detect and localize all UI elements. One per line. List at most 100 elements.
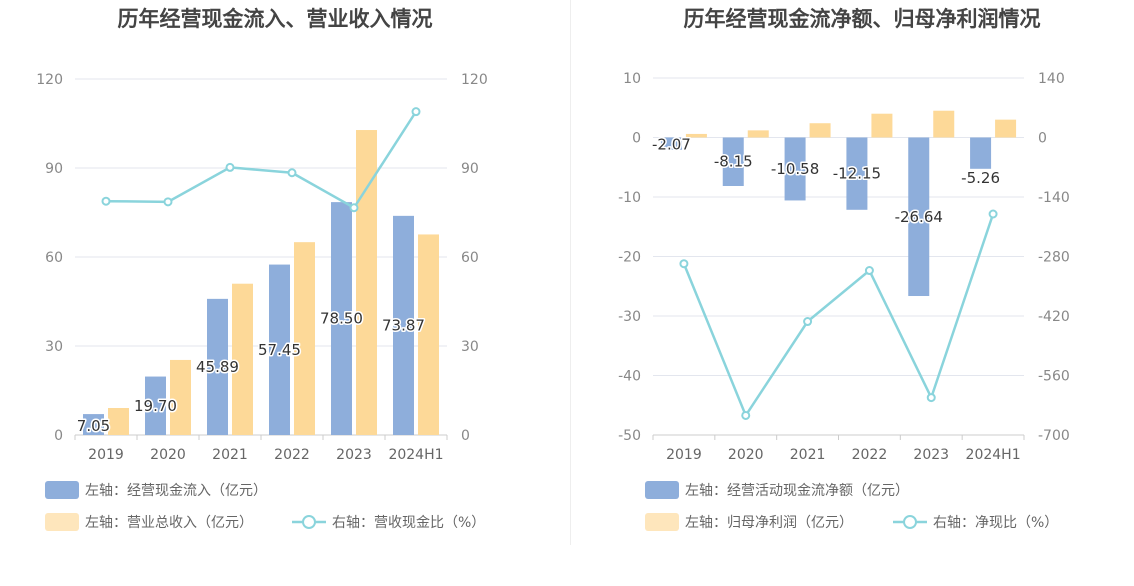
y-right-tick-label: -700 xyxy=(1038,428,1070,444)
legend-label: 右轴：营收现金比（%） xyxy=(332,515,485,531)
bar-primary xyxy=(331,202,352,435)
y-left-tick-label: -10 xyxy=(618,190,641,206)
data-label: -10.58 xyxy=(771,160,819,178)
bar-primary xyxy=(83,414,104,435)
legend-swatch xyxy=(45,513,79,531)
y-right-tick-label: 90 xyxy=(461,161,479,177)
ratio-point xyxy=(411,107,421,117)
bar-secondary xyxy=(356,130,377,435)
ratio-point xyxy=(864,266,874,276)
bar-secondary xyxy=(232,283,253,435)
left-chart: 历年经营现金流入、营业收入情况 0 0 30 30 60 60 90 90 120 120 2019 2… xyxy=(36,7,488,531)
y-left-tick-label: -20 xyxy=(618,250,641,266)
chart-title: 历年经营现金流入、营业收入情况 xyxy=(118,7,433,31)
bar-primary xyxy=(846,137,868,210)
y-left-tick-label: 0 xyxy=(54,428,63,444)
panel-divider xyxy=(570,0,571,545)
y-left-tick-label: 30 xyxy=(45,339,63,355)
ratio-point xyxy=(741,410,751,420)
x-tick-label: 2021 xyxy=(212,447,248,463)
bar-secondary xyxy=(294,242,315,435)
ratio-point xyxy=(287,168,297,178)
x-tick-label: 2022 xyxy=(274,447,310,463)
x-tick-label: 2023 xyxy=(336,447,372,463)
bar-secondary xyxy=(933,110,955,138)
y-left-tick-label: -50 xyxy=(618,428,641,444)
data-label: -8.15 xyxy=(714,153,753,171)
bar-primary xyxy=(207,298,228,435)
x-tick-label: 2022 xyxy=(852,447,888,463)
y-left-tick-label: -40 xyxy=(618,369,641,385)
bar-secondary xyxy=(418,234,439,435)
data-label: 78.50 xyxy=(320,310,363,328)
ratio-point xyxy=(926,393,936,403)
bar-secondary xyxy=(170,359,191,435)
ratio-point xyxy=(349,203,359,213)
data-label: 7.05 xyxy=(77,417,110,435)
left-chart-panel: 历年经营现金流入、营业收入情况 0 0 30 30 60 60 90 90 120 120 2019 2… xyxy=(0,0,567,582)
y-left-tick-label: 90 xyxy=(45,161,63,177)
legend-swatch xyxy=(45,481,79,499)
ratio-point xyxy=(679,259,689,269)
right-chart: 历年经营现金流净额、归母净利润情况 -50 -700 -40 -560 -30 -420 -2… xyxy=(618,7,1070,531)
ratio-point xyxy=(225,162,235,172)
ratio-point xyxy=(988,209,998,219)
bar-primary xyxy=(784,137,806,201)
bar-primary xyxy=(660,137,682,150)
bar-primary xyxy=(269,264,290,435)
data-label: 73.87 xyxy=(382,316,425,334)
data-label: -5.26 xyxy=(961,169,1000,187)
y-left-tick-label: 10 xyxy=(623,71,641,87)
data-label: -12.15 xyxy=(833,165,881,183)
y-right-tick-label: -420 xyxy=(1038,309,1070,325)
data-label: -26.64 xyxy=(895,208,943,226)
x-tick-label: 2020 xyxy=(150,447,186,463)
y-right-tick-label: 140 xyxy=(1038,71,1065,87)
x-tick-label: 2020 xyxy=(728,447,764,463)
legend-swatch xyxy=(645,513,679,531)
bar-secondary xyxy=(685,133,707,138)
y-right-tick-label: 120 xyxy=(461,72,488,88)
bar-primary xyxy=(908,137,930,297)
x-tick-label: 2021 xyxy=(790,447,826,463)
x-tick-label: 2024H1 xyxy=(966,447,1021,463)
ratio-point xyxy=(803,317,813,327)
y-right-tick-label: 60 xyxy=(461,250,479,266)
x-tick-label: 2019 xyxy=(666,447,702,463)
legend-swatch xyxy=(645,481,679,499)
legend-label: 左轴：经营活动现金流净额（亿元） xyxy=(685,483,909,499)
y-left-tick-label: 60 xyxy=(45,250,63,266)
x-tick-label: 2019 xyxy=(88,447,124,463)
y-right-tick-label: -280 xyxy=(1038,250,1070,266)
y-left-tick-label: 120 xyxy=(36,72,63,88)
bar-secondary xyxy=(995,119,1017,138)
legend-label: 左轴：营业总收入（亿元） xyxy=(85,515,253,531)
legend-marker xyxy=(903,515,917,529)
bar-secondary xyxy=(871,113,893,138)
x-tick-label: 2023 xyxy=(913,447,949,463)
y-right-tick-label: 30 xyxy=(461,339,479,355)
y-left-tick-label: 0 xyxy=(632,131,641,147)
data-label: 19.70 xyxy=(134,397,177,415)
bar-secondary xyxy=(747,130,769,138)
bar-primary xyxy=(722,137,744,186)
chart-title: 历年经营现金流净额、归母净利润情况 xyxy=(684,7,1041,31)
legend-label: 左轴：归母净利润（亿元） xyxy=(685,514,853,531)
y-right-tick-label: -140 xyxy=(1038,190,1070,206)
legend-marker xyxy=(302,515,316,529)
data-label: 45.89 xyxy=(196,358,239,376)
y-right-tick-label: -560 xyxy=(1038,369,1070,385)
bar-secondary xyxy=(809,123,831,138)
right-chart-panel: 历年经营现金流净额、归母净利润情况 -50 -700 -40 -560 -30 -420 -2… xyxy=(567,0,1134,582)
ratio-point xyxy=(101,196,111,206)
data-label: 57.45 xyxy=(258,341,301,359)
bar-primary xyxy=(970,137,992,169)
bar-primary xyxy=(145,376,166,435)
legend-label: 右轴：净现比（%） xyxy=(933,515,1058,531)
bar-primary xyxy=(393,215,414,435)
legend-label: 左轴：经营现金流入（亿元） xyxy=(85,483,267,499)
ratio-line xyxy=(682,213,995,419)
ratio-line xyxy=(105,110,418,210)
y-left-tick-label: -30 xyxy=(618,309,641,325)
ratio-point xyxy=(163,197,173,207)
